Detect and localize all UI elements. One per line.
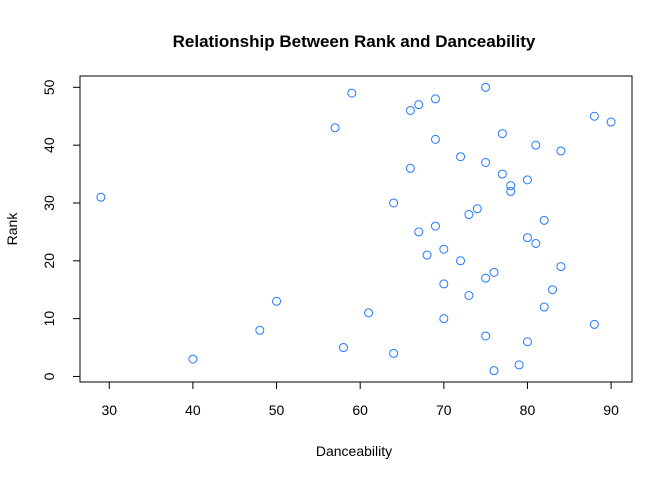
data-point	[405, 105, 415, 115]
data-point	[556, 146, 566, 156]
data-point	[506, 186, 516, 196]
data-point	[338, 343, 348, 353]
data-point	[539, 302, 549, 312]
data-point	[439, 314, 449, 324]
data-point	[489, 366, 499, 376]
data-point	[489, 267, 499, 277]
data-point	[589, 319, 599, 329]
x-tick-label: 50	[269, 402, 285, 418]
data-point	[481, 82, 491, 92]
x-tick-label: 30	[101, 402, 117, 418]
data-point	[606, 117, 616, 127]
data-point	[506, 181, 516, 191]
plot-area	[79, 75, 633, 383]
data-point	[556, 262, 566, 272]
x-tick-label: 60	[352, 402, 368, 418]
data-point	[414, 227, 424, 237]
x-tick-label: 90	[603, 402, 619, 418]
y-tick-label: 10	[41, 311, 57, 327]
x-axis-label: Danceability	[316, 443, 392, 459]
data-point	[522, 233, 532, 243]
data-point	[514, 360, 524, 370]
data-point	[539, 215, 549, 225]
data-point	[364, 308, 374, 318]
data-point	[389, 198, 399, 208]
y-tick-label: 50	[41, 79, 57, 95]
data-point	[96, 192, 106, 202]
y-axis: 0 10 20 30 40 50	[41, 79, 81, 380]
data-point	[456, 152, 466, 162]
data-point	[481, 158, 491, 168]
x-axis: 30 40 50 60 70 80 90	[101, 381, 619, 418]
y-tick-label: 30	[41, 195, 57, 211]
data-point	[405, 163, 415, 173]
data-point	[330, 123, 340, 133]
data-point	[548, 285, 558, 295]
data-points	[96, 82, 616, 376]
data-point	[188, 354, 198, 364]
x-tick-label: 80	[520, 402, 536, 418]
y-tick-label: 20	[41, 253, 57, 269]
data-point	[589, 111, 599, 121]
data-point	[439, 244, 449, 254]
data-point	[531, 238, 541, 248]
data-point	[464, 210, 474, 220]
data-point	[531, 140, 541, 150]
y-tick-label: 40	[41, 137, 57, 153]
y-axis-label: Rank	[4, 212, 20, 246]
data-point	[347, 88, 357, 98]
data-point	[522, 337, 532, 347]
data-point	[497, 169, 507, 179]
data-point	[522, 175, 532, 185]
data-point	[481, 273, 491, 283]
data-point	[430, 221, 440, 231]
data-point	[464, 290, 474, 300]
chart-title: Relationship Between Rank and Danceabili…	[173, 32, 536, 51]
data-point	[472, 204, 482, 214]
data-point	[430, 94, 440, 104]
y-tick-label: 0	[41, 372, 57, 380]
data-point	[389, 348, 399, 358]
data-point	[481, 331, 491, 341]
data-point	[255, 325, 265, 335]
data-point	[456, 256, 466, 266]
data-point	[414, 100, 424, 110]
data-point	[497, 129, 507, 139]
x-tick-label: 70	[436, 402, 452, 418]
data-point	[430, 134, 440, 144]
data-point	[272, 296, 282, 306]
x-tick-label: 40	[185, 402, 201, 418]
data-point	[422, 250, 432, 260]
data-point	[439, 279, 449, 289]
